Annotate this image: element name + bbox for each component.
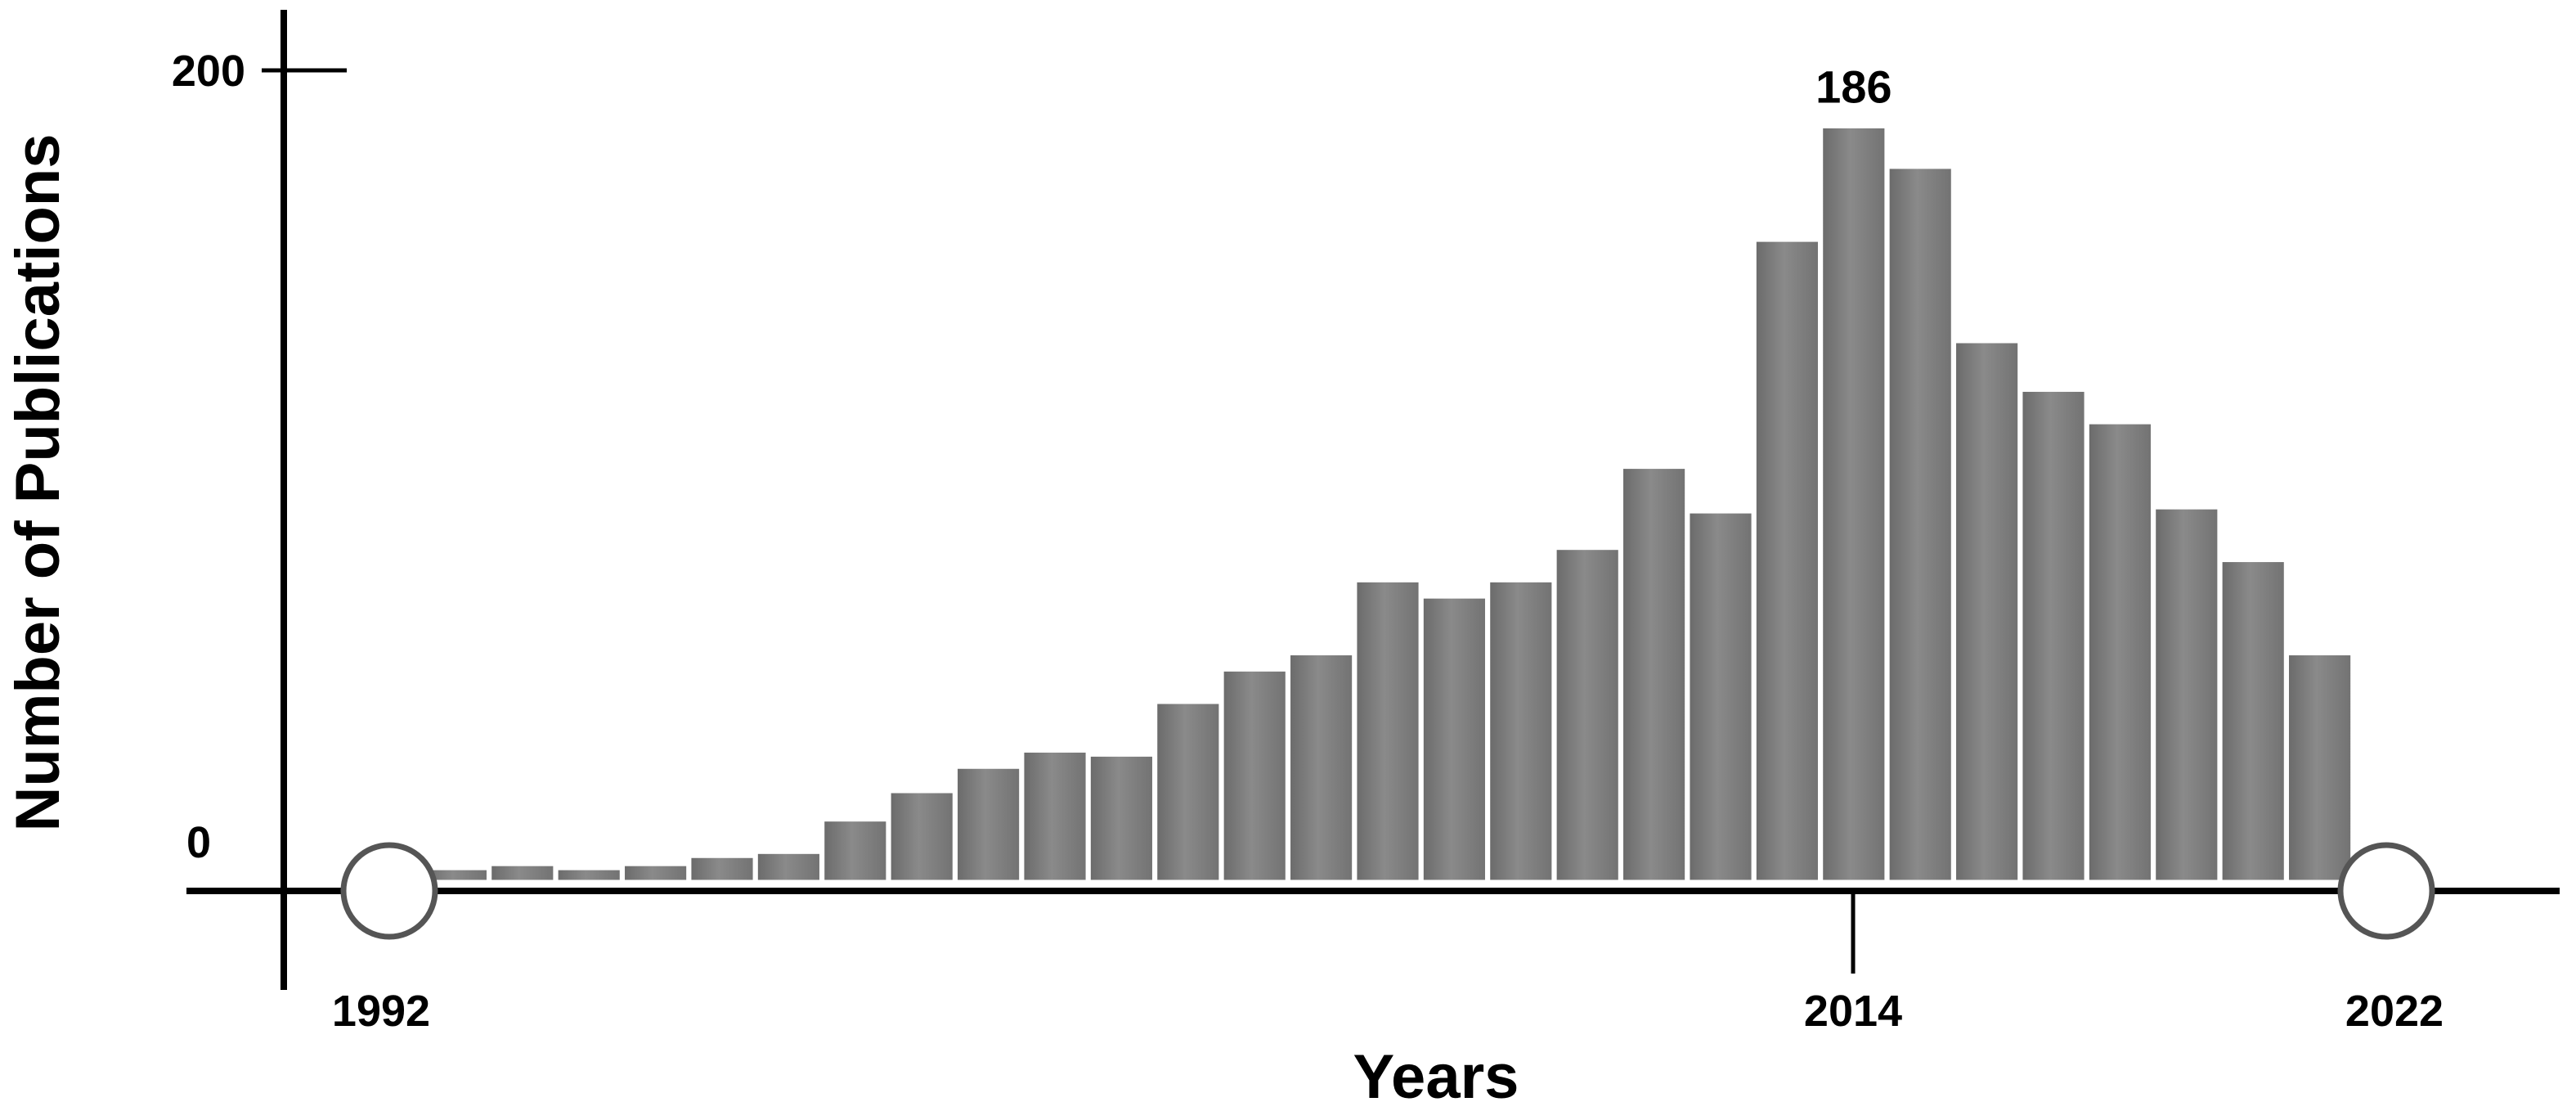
- bar-1999: [822, 819, 889, 883]
- bar-1996: [622, 863, 689, 883]
- bar-2019: [2153, 506, 2220, 883]
- bar-2013: [1753, 239, 1820, 883]
- y-axis-title: Number of Publications: [3, 134, 73, 832]
- bar-2010: [1554, 547, 1621, 883]
- bar-2020: [2219, 560, 2287, 883]
- bar-2015: [1887, 166, 1954, 883]
- bar-2004: [1155, 701, 1222, 883]
- bar-2016: [1954, 340, 2021, 883]
- bar-2011: [1621, 466, 1688, 883]
- bar-2009: [1488, 579, 1555, 883]
- endpoint-marker-1992: [340, 842, 438, 940]
- bar-2006: [1288, 653, 1355, 883]
- ticks-layer: 0 200 1992 2014 2022: [172, 47, 2444, 1036]
- x-tick-label-2022: 2022: [2345, 987, 2444, 1036]
- bar-1998: [755, 851, 822, 883]
- bar-2005: [1221, 668, 1288, 883]
- bar-1995: [555, 867, 622, 883]
- bar-2008: [1420, 596, 1488, 883]
- y-tick-label-200: 200: [172, 47, 245, 96]
- bar-2003: [1088, 753, 1155, 883]
- bar-2017: [2020, 389, 2087, 883]
- endpoint-marker-2022: [2337, 842, 2435, 940]
- bar-2001: [955, 766, 1022, 883]
- x-tick-label-2014: 2014: [1804, 987, 1902, 1036]
- bar-2018: [2086, 421, 2153, 883]
- x-tick-label-1992: 1992: [332, 987, 430, 1036]
- bar-2007: [1354, 579, 1421, 883]
- bar-2002: [1021, 749, 1088, 883]
- bar-2012: [1687, 511, 1754, 883]
- bar-1997: [689, 855, 756, 883]
- y-tick-label-0: 0: [186, 818, 211, 867]
- bar-2021: [2287, 653, 2354, 883]
- data-label-2014: 186: [1815, 61, 1892, 112]
- x-axis-title: Years: [1353, 1042, 1519, 1111]
- bar-2000: [888, 790, 955, 883]
- bars-layer: 186: [422, 61, 2354, 883]
- bar-1994: [489, 863, 556, 883]
- bar-2014: [1820, 125, 1887, 883]
